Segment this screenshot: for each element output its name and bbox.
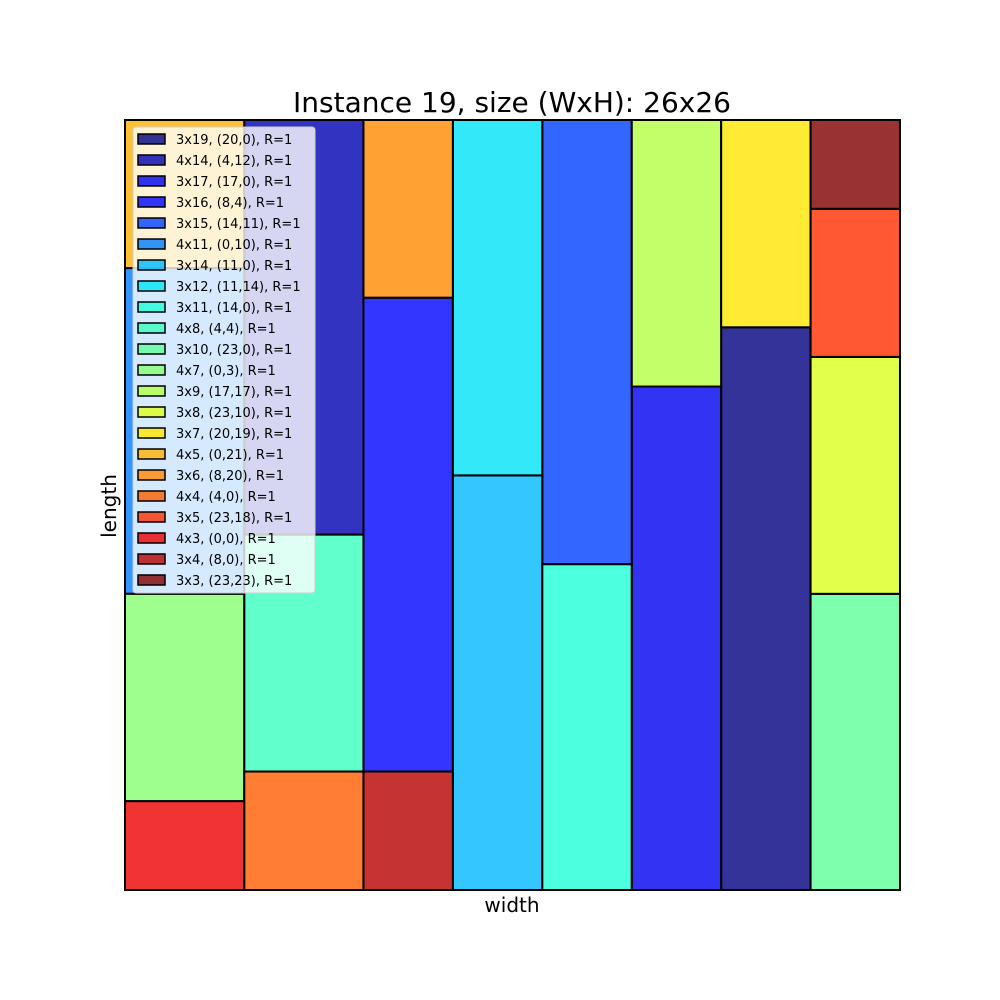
packed-rectangle-20 xyxy=(362,770,454,891)
legend-label-4: 3x15, (14,11), R=1 xyxy=(176,217,301,232)
legend-swatch-15 xyxy=(137,448,166,460)
legend-label-6: 3x14, (11,0), R=1 xyxy=(176,259,292,274)
legend-swatch-3 xyxy=(137,196,166,208)
packed-rectangle-12 xyxy=(630,119,723,388)
legend-swatch-12 xyxy=(137,385,166,397)
legend-label-2: 3x17, (17,0), R=1 xyxy=(176,175,292,190)
legend-swatch-1 xyxy=(137,154,166,166)
packed-rectangle-17 xyxy=(243,770,365,891)
legend-label-12: 3x9, (17,17), R=1 xyxy=(176,385,292,400)
legend-label-0: 3x19, (20,0), R=1 xyxy=(176,133,292,148)
legend-swatch-2 xyxy=(137,175,166,187)
legend-label-9: 4x8, (4,4), R=1 xyxy=(176,322,276,337)
packed-rectangle-4 xyxy=(541,119,633,566)
packed-rectangle-13 xyxy=(809,355,901,595)
packed-rectangle-16 xyxy=(362,119,454,299)
legend: 3x19, (20,0), R=1 4x14, (4,12), R=1 3x17, … xyxy=(132,126,316,594)
legend-swatch-0 xyxy=(137,133,166,145)
legend-label-13: 3x8, (23,10), R=1 xyxy=(176,406,292,421)
x-axis-label: width xyxy=(484,893,539,917)
legend-swatch-19 xyxy=(137,532,166,544)
packed-rectangle-18 xyxy=(809,207,901,358)
legend-swatch-8 xyxy=(137,301,166,313)
y-axis-label: length xyxy=(97,474,121,538)
packed-rectangle-14 xyxy=(720,119,812,329)
legend-swatch-4 xyxy=(137,217,166,229)
legend-swatch-17 xyxy=(137,490,166,502)
legend-label-11: 4x7, (0,3), R=1 xyxy=(176,364,276,379)
legend-swatch-10 xyxy=(137,343,166,355)
legend-swatch-16 xyxy=(137,469,166,481)
legend-label-18: 3x5, (23,18), R=1 xyxy=(176,511,292,526)
packed-rectangle-21 xyxy=(809,119,901,210)
plot-frame xyxy=(124,119,901,891)
legend-swatch-18 xyxy=(137,511,166,523)
legend-label-21: 3x3, (23,23), R=1 xyxy=(176,574,292,589)
legend-label-3: 3x16, (8,4), R=1 xyxy=(176,196,284,211)
legend-label-15: 4x5, (0,21), R=1 xyxy=(176,448,284,463)
legend-label-17: 4x4, (4,0), R=1 xyxy=(176,490,276,505)
legend-label-1: 4x14, (4,12), R=1 xyxy=(176,154,292,169)
packed-rectangle-19 xyxy=(124,800,246,892)
legend-swatch-5 xyxy=(137,238,166,250)
packed-rectangle-8 xyxy=(541,563,633,891)
packed-rectangle-10 xyxy=(809,592,901,891)
legend-swatch-9 xyxy=(137,322,166,334)
packed-rectangle-0 xyxy=(720,326,812,891)
legend-label-19: 4x3, (0,0), R=1 xyxy=(176,532,276,547)
legend-label-16: 3x6, (8,20), R=1 xyxy=(176,469,284,484)
legend-swatch-7 xyxy=(137,280,166,292)
chart-title: Instance 19, size (WxH): 26x26 xyxy=(293,86,731,119)
packed-rectangle-3 xyxy=(362,296,454,773)
packed-rectangle-6 xyxy=(451,474,544,891)
legend-swatch-11 xyxy=(137,364,166,376)
legend-label-8: 3x11, (14,0), R=1 xyxy=(176,301,292,316)
packed-rectangle-2 xyxy=(630,385,723,891)
legend-label-20: 3x4, (8,0), R=1 xyxy=(176,553,276,568)
packed-rectangle-11 xyxy=(124,592,246,803)
packed-rectangle-7 xyxy=(451,119,544,477)
legend-label-7: 3x12, (11,14), R=1 xyxy=(176,280,301,295)
legend-swatch-20 xyxy=(137,553,166,565)
legend-box xyxy=(132,126,316,594)
legend-swatch-6 xyxy=(137,259,166,271)
legend-swatch-21 xyxy=(137,574,166,586)
legend-label-5: 4x11, (0,10), R=1 xyxy=(176,238,292,253)
legend-label-10: 3x10, (23,0), R=1 xyxy=(176,343,292,358)
legend-swatch-14 xyxy=(137,427,166,439)
legend-swatch-13 xyxy=(137,406,166,418)
legend-label-14: 3x7, (20,19), R=1 xyxy=(176,427,292,442)
